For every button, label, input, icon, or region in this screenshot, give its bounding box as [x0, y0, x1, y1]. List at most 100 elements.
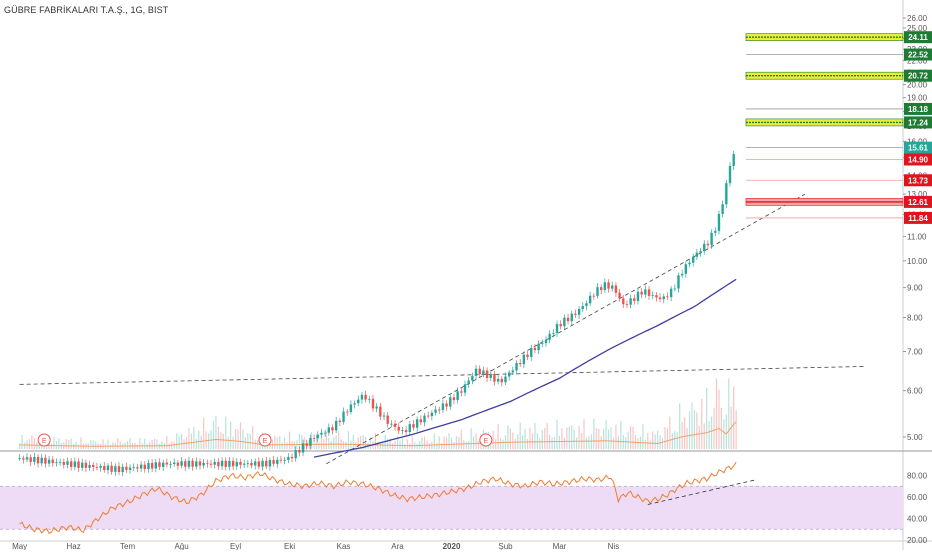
volume-bar [698, 425, 700, 449]
candle-body [441, 403, 445, 410]
volume-bar [499, 438, 502, 449]
candle-body [677, 275, 680, 289]
candle-body [47, 459, 51, 464]
volume-bar [65, 439, 67, 449]
volume-bar [129, 437, 131, 449]
candle-body [257, 461, 261, 467]
volume-bar [693, 409, 696, 449]
candle-body [533, 347, 537, 351]
volume-bar [571, 425, 573, 449]
candle-body [647, 289, 651, 296]
candle-body [504, 376, 507, 383]
candle-body [507, 372, 511, 377]
volume-bar [217, 426, 219, 449]
level-price-label: 15.61 [908, 144, 929, 153]
volume-bar [73, 443, 75, 449]
volume-bar [80, 437, 82, 449]
volume-bar [630, 426, 632, 449]
volume-bar [583, 419, 585, 449]
volume-bar [352, 435, 354, 449]
volume-bar [610, 427, 612, 449]
candle-body [294, 449, 297, 459]
volume-bar [237, 429, 239, 449]
volume-bar [475, 433, 477, 449]
price-tick-label: 13.00 [907, 190, 928, 199]
candle-body [265, 460, 268, 467]
candle-body [460, 391, 463, 393]
candle-body [445, 403, 448, 407]
candle-body [195, 461, 198, 467]
candle-body [703, 243, 706, 252]
volume-bar [178, 435, 180, 449]
candle-body [309, 437, 312, 446]
candle-body [688, 262, 691, 265]
candle-body [132, 467, 135, 469]
candle-body [33, 456, 36, 462]
volume-bar [90, 440, 92, 449]
candle-body [353, 403, 356, 405]
volume-bar [200, 435, 202, 449]
volume-bar [342, 441, 345, 449]
time-tick-label: Eki [284, 542, 295, 550]
candle-body [25, 457, 29, 460]
volume-bar [21, 434, 23, 449]
time-tick-label: Ağu [174, 542, 188, 550]
candle-body [139, 464, 143, 469]
volume-bar [526, 439, 529, 449]
volume-bar [146, 443, 148, 449]
volume-bar [254, 439, 256, 449]
candle-body [577, 308, 581, 315]
candle-body [478, 368, 481, 375]
volume-bar [276, 437, 278, 449]
volume-bar [625, 437, 627, 449]
trendline [19, 366, 867, 385]
candle-body [530, 347, 533, 357]
candle-body [655, 295, 658, 298]
rsi-trendline [647, 479, 756, 505]
candle-body [552, 332, 555, 334]
candle-body [276, 459, 279, 464]
candle-body [482, 370, 485, 375]
volume-bar [423, 436, 426, 449]
volume-bar [338, 430, 340, 449]
candle-body [519, 362, 522, 365]
candle-body [150, 462, 154, 469]
candle-body [603, 282, 607, 290]
price-tick-label: 26.00 [907, 14, 928, 23]
volume-bar [681, 422, 683, 449]
volume-bar [19, 443, 21, 449]
volume-bar [720, 407, 723, 449]
volume-bar [144, 438, 146, 449]
candle-body [272, 460, 275, 464]
candle-body [235, 461, 238, 467]
volume-bar [468, 440, 470, 449]
volume-bar [320, 436, 323, 449]
volume-bar [603, 428, 605, 449]
volume-bar [684, 417, 686, 449]
candle-body [662, 296, 665, 300]
time-tick-label: Şub [498, 542, 513, 550]
candle-body [173, 462, 176, 465]
candle-body [393, 423, 397, 427]
volume-bar [279, 436, 281, 449]
candle-body [629, 298, 632, 305]
candle-body [349, 404, 353, 412]
volume-bar [445, 437, 448, 449]
candle-body [154, 462, 158, 469]
candle-body [438, 409, 441, 411]
volume-bar [50, 443, 53, 449]
volume-bar [374, 432, 377, 449]
volume-bar [728, 378, 730, 449]
time-tick-label: Eyl [230, 542, 241, 550]
candle-body [515, 362, 518, 371]
candle-body [357, 399, 360, 404]
volume-bar [514, 438, 516, 449]
volume-bar [703, 423, 705, 449]
volume-bar [492, 430, 494, 449]
volume-bar [232, 436, 234, 449]
volume-bar [453, 442, 455, 449]
candle-body [426, 415, 430, 417]
volume-bar [315, 434, 318, 449]
